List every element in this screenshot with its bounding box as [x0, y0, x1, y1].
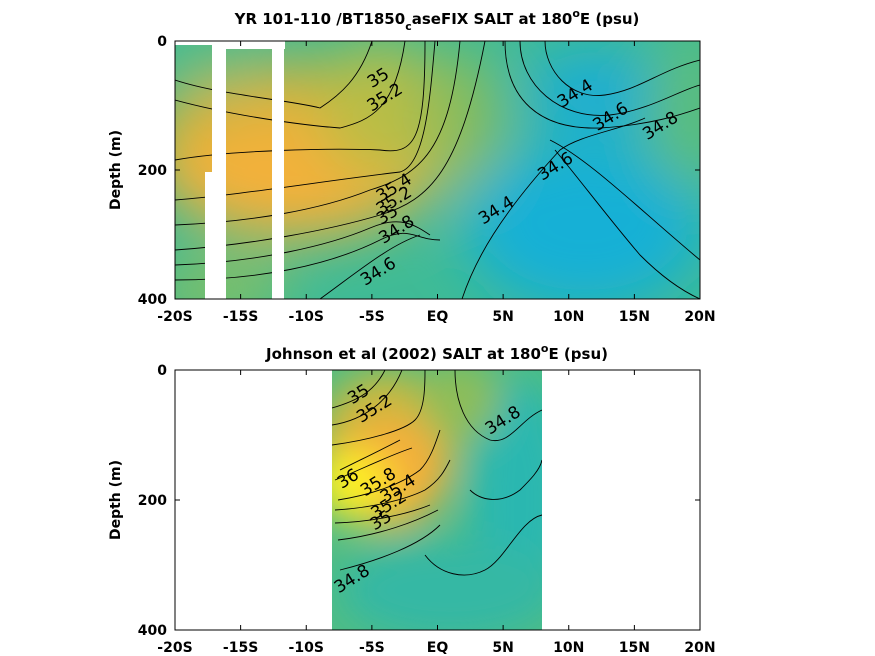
bottom-y-axis-label: Depth (m)	[108, 460, 124, 540]
bottom-missing-data	[175, 370, 700, 630]
top-y-tick-label: 400	[138, 292, 167, 308]
top-contour-lines	[175, 41, 700, 299]
top-axis-ticks: -20S -15S -10S -5S EQ 5N 10N 15N 20N 0 200 400	[138, 34, 716, 325]
bottom-contour-lines	[332, 370, 542, 576]
top-y-tick-label: 0	[157, 34, 167, 50]
bottom-panel: Johnson et al (2002) SALT at 180oE (psu)	[108, 342, 716, 656]
bottom-x-tick-label: -20S	[157, 640, 192, 656]
top-x-tick-label: -20S	[157, 309, 192, 325]
top-x-tick-label: 10N	[553, 309, 584, 325]
bottom-x-tick-label: -5S	[359, 640, 385, 656]
bottom-x-tick-label: -10S	[289, 640, 324, 656]
top-y-tick-label: 200	[138, 163, 167, 179]
top-x-tick-label: 15N	[619, 309, 650, 325]
top-x-tick-label: EQ	[427, 309, 449, 325]
top-x-tick-label: -10S	[289, 309, 324, 325]
bottom-x-tick-label: -15S	[223, 640, 258, 656]
bottom-x-tick-label: 20N	[684, 640, 715, 656]
top-panel: YR 101-110 /BT1850caseFIX SALT at 180oE …	[108, 7, 716, 325]
top-x-tick-label: 20N	[684, 309, 715, 325]
bottom-x-tick-label: 5N	[492, 640, 513, 656]
bottom-x-tick-label: 10N	[553, 640, 584, 656]
bottom-salinity-field	[332, 370, 542, 630]
top-title: YR 101-110 /BT1850caseFIX SALT at 180oE …	[234, 7, 640, 33]
bottom-x-tick-label: EQ	[427, 640, 449, 656]
bottom-title: Johnson et al (2002) SALT at 180oE (psu)	[265, 342, 608, 363]
top-y-axis-label: Depth (m)	[108, 130, 124, 210]
bottom-axis-ticks: -20S -15S -10S -5S EQ 5N 10N 15N 20N 0 200 400	[138, 363, 716, 656]
top-salinity-field	[175, 41, 700, 299]
top-x-tick-label: -15S	[223, 309, 258, 325]
bottom-y-tick-label: 0	[157, 363, 167, 379]
bottom-y-tick-label: 400	[138, 623, 167, 639]
top-x-tick-label: 5N	[492, 309, 513, 325]
bottom-x-tick-label: 15N	[619, 640, 650, 656]
bottom-y-tick-label: 200	[138, 493, 167, 509]
top-x-tick-label: -5S	[359, 309, 385, 325]
top-missing-data	[175, 41, 285, 299]
